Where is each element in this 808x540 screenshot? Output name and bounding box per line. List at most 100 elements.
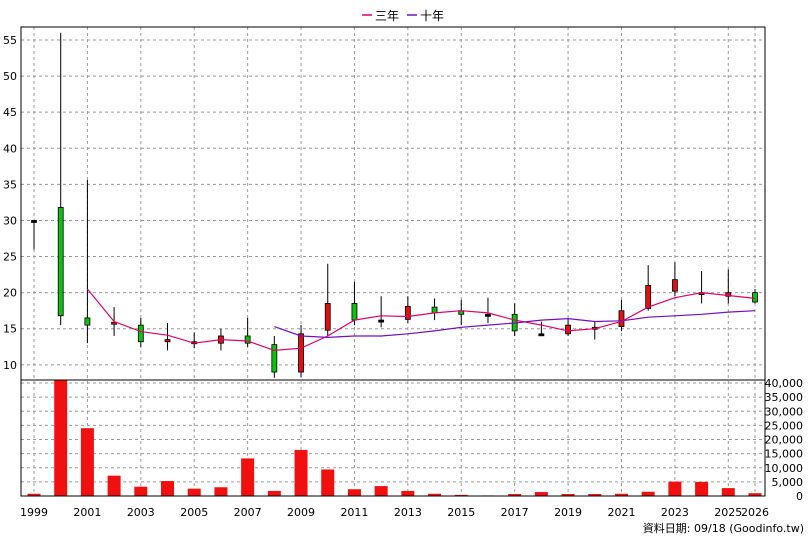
candle-body — [671, 279, 678, 292]
candle — [538, 321, 545, 337]
volume-bar — [241, 458, 255, 496]
year-tick-label: 2025 — [714, 506, 742, 519]
candle-body — [164, 339, 171, 343]
volume-bar — [534, 492, 548, 496]
candle-body — [378, 319, 385, 323]
year-tick-label: 2011 — [340, 506, 368, 519]
candle-body — [752, 292, 758, 303]
year-tick-label: 2026 — [741, 506, 769, 519]
volume-bar — [347, 489, 361, 496]
ma-ten-year-line — [274, 310, 756, 339]
price-tick-label: 55 — [3, 34, 17, 47]
volume-tick-label: 35,000 — [765, 391, 804, 404]
volume-tick-label: 30,000 — [765, 405, 804, 418]
price-tick-label: 20 — [3, 287, 17, 300]
volume-bar — [748, 493, 762, 496]
candle — [271, 335, 278, 378]
grid-lines — [21, 27, 765, 497]
year-tick-label: 2023 — [661, 506, 689, 519]
volume-bar — [668, 481, 682, 496]
volume-bar — [454, 494, 468, 496]
price-candles — [31, 32, 758, 378]
candle — [565, 317, 571, 336]
candle — [324, 263, 331, 336]
candle — [84, 180, 91, 344]
candle-body — [645, 285, 652, 309]
volume-bar — [588, 494, 602, 496]
candle — [431, 298, 438, 321]
price-tick-label: 30 — [3, 214, 17, 227]
price-tick-label: 45 — [3, 106, 17, 119]
volume-tick-label: 0 — [796, 490, 803, 503]
price-tick-label: 25 — [3, 251, 17, 264]
volume-bar — [161, 481, 175, 496]
candle — [378, 296, 385, 328]
year-tick-label: 2007 — [234, 506, 262, 519]
volume-bars — [27, 380, 762, 496]
axis-labels: 1015202530354045505505,00010,00015,00020… — [3, 34, 803, 519]
candle-body — [485, 313, 491, 317]
volume-tick-label: 5,000 — [772, 476, 804, 489]
candle-body — [618, 310, 625, 327]
volume-panel-frame — [20, 379, 766, 497]
candle-body — [725, 292, 732, 297]
year-tick-label: 2009 — [287, 506, 315, 519]
year-tick-label: 2017 — [501, 506, 529, 519]
price-tick-label: 15 — [3, 323, 17, 336]
volume-bar — [321, 469, 335, 496]
candle — [752, 289, 758, 304]
candle — [298, 325, 304, 378]
volume-bar — [401, 490, 415, 496]
candle — [191, 332, 198, 349]
volume-bar — [294, 449, 308, 496]
candle-body — [271, 344, 278, 373]
volume-bar — [641, 491, 655, 496]
candle — [57, 32, 64, 326]
candle-body — [31, 220, 37, 223]
candle — [404, 296, 411, 323]
volume-bar — [374, 486, 388, 496]
candle — [645, 265, 652, 311]
candle-body — [404, 305, 411, 320]
candle — [725, 269, 732, 304]
year-tick-label: 2019 — [554, 506, 582, 519]
data-date-footer: 資料日期: 09/18 (Goodinfo.tw) — [643, 521, 804, 535]
volume-bar — [187, 488, 201, 496]
candle-body — [57, 207, 64, 317]
year-tick-label: 2013 — [394, 506, 422, 519]
volume-bar — [428, 493, 442, 496]
volume-bar — [134, 486, 148, 496]
volume-bar — [214, 487, 228, 496]
volume-bar — [695, 481, 709, 496]
candle-body — [244, 335, 251, 344]
moving-average-lines — [86, 288, 756, 352]
year-tick-label: 2003 — [127, 506, 155, 519]
year-tick-label: 2001 — [73, 506, 101, 519]
year-tick-label: 1999 — [20, 506, 48, 519]
ma-three-year-line — [86, 288, 756, 352]
candle — [244, 317, 251, 347]
legend-label: 三年 — [375, 9, 399, 23]
price-tick-label: 50 — [3, 70, 17, 83]
candle — [671, 262, 678, 297]
candle-body — [84, 317, 91, 326]
candle-body — [431, 306, 438, 314]
price-tick-label: 10 — [3, 359, 17, 372]
candle-body — [324, 303, 331, 331]
volume-bar — [561, 494, 575, 496]
price-tick-label: 35 — [3, 178, 17, 191]
plot-frame — [20, 26, 766, 497]
candle — [351, 281, 358, 326]
year-tick-label: 2005 — [180, 506, 208, 519]
candle-body — [565, 324, 571, 335]
candle — [31, 220, 37, 250]
candle — [591, 321, 598, 340]
candle — [485, 297, 491, 323]
candle-body — [351, 303, 358, 321]
candle — [458, 299, 465, 326]
volume-bar — [508, 494, 522, 496]
chart-legend: 三年 十年 — [362, 9, 444, 23]
volume-bar — [107, 475, 121, 496]
candle-body — [538, 333, 545, 337]
